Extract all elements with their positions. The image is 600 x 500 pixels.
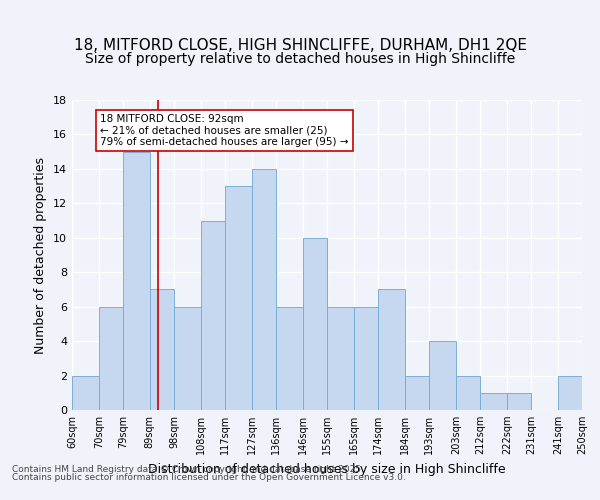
Bar bbox=[354, 306, 378, 410]
Bar bbox=[480, 393, 507, 410]
Text: Contains HM Land Registry data © Crown copyright and database right 2025.: Contains HM Land Registry data © Crown c… bbox=[12, 465, 364, 474]
Bar bbox=[456, 376, 480, 410]
Bar bbox=[507, 393, 531, 410]
Bar bbox=[252, 169, 276, 410]
Bar bbox=[276, 306, 303, 410]
Bar bbox=[99, 306, 123, 410]
Text: 18, MITFORD CLOSE, HIGH SHINCLIFFE, DURHAM, DH1 2QE: 18, MITFORD CLOSE, HIGH SHINCLIFFE, DURH… bbox=[74, 38, 527, 52]
Bar bbox=[429, 341, 456, 410]
Bar bbox=[378, 290, 405, 410]
Bar bbox=[405, 376, 429, 410]
Bar bbox=[225, 186, 252, 410]
Bar bbox=[327, 306, 354, 410]
Bar bbox=[201, 220, 225, 410]
Text: Contains public sector information licensed under the Open Government Licence v3: Contains public sector information licen… bbox=[12, 472, 406, 482]
Bar bbox=[123, 152, 150, 410]
Bar bbox=[558, 376, 582, 410]
Bar bbox=[303, 238, 327, 410]
Text: Size of property relative to detached houses in High Shincliffe: Size of property relative to detached ho… bbox=[85, 52, 515, 66]
Bar bbox=[174, 306, 201, 410]
X-axis label: Distribution of detached houses by size in High Shincliffe: Distribution of detached houses by size … bbox=[148, 462, 506, 475]
Bar bbox=[72, 376, 99, 410]
Text: 18 MITFORD CLOSE: 92sqm
← 21% of detached houses are smaller (25)
79% of semi-de: 18 MITFORD CLOSE: 92sqm ← 21% of detache… bbox=[100, 114, 349, 147]
Bar bbox=[150, 290, 174, 410]
Y-axis label: Number of detached properties: Number of detached properties bbox=[34, 156, 47, 354]
